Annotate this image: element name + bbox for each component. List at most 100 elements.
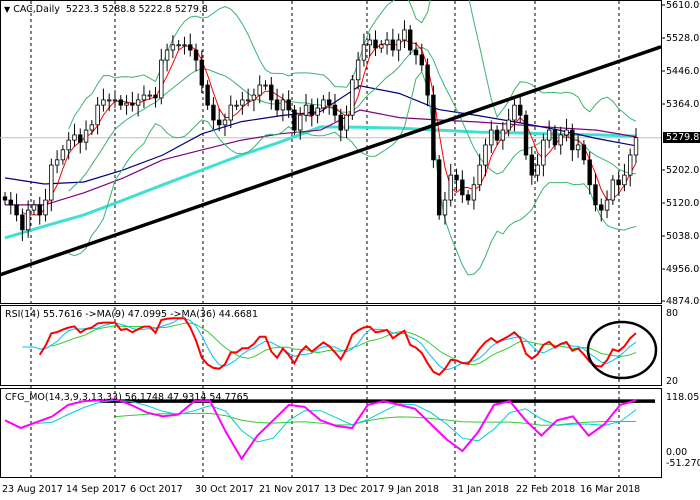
candle (303, 104, 309, 116)
rsi-tick: 20 (666, 376, 679, 387)
candle (153, 94, 158, 99)
candle (338, 114, 343, 131)
candle (431, 94, 436, 161)
date-tick: 23 Aug 2017 (2, 484, 63, 495)
candle (89, 124, 95, 131)
date-tick: 31 Jan 2018 (452, 484, 509, 495)
candle (141, 94, 147, 101)
candle (610, 179, 616, 201)
price-tick: 5202.0 (666, 165, 700, 176)
candle (477, 164, 482, 186)
price-tick: 5038.0 (666, 231, 700, 242)
candle (199, 59, 205, 86)
price-tick: 5528.0 (666, 33, 700, 44)
cfg-oscillator-line (4, 398, 637, 461)
candle (384, 39, 390, 46)
candle (286, 99, 291, 111)
candle (460, 179, 465, 196)
ma-navy-line (4, 85, 637, 185)
candle (211, 104, 216, 121)
candle (43, 199, 48, 216)
cfg-panel-frame (0, 388, 662, 478)
date-tick: 21 Nov 2017 (259, 484, 320, 495)
candle (518, 104, 523, 116)
current-price-label: 5279.8 (663, 132, 700, 143)
candle (471, 184, 477, 201)
candle (436, 159, 442, 216)
candle (257, 84, 262, 96)
price-tick: 5610.0 (666, 0, 700, 11)
date-tick: 22 Feb 2018 (516, 484, 576, 495)
candle (37, 204, 42, 216)
candle (494, 129, 500, 141)
date-tick: 16 Mar 2018 (580, 484, 641, 495)
candle (593, 184, 598, 206)
candle (193, 49, 199, 61)
candle (20, 214, 25, 231)
date-tick: 14 Sep 2017 (66, 484, 127, 495)
price-tick: 5446.0 (666, 66, 700, 77)
candle (326, 99, 332, 106)
symbol-title: CAC,Daily (13, 4, 60, 15)
candle (546, 129, 552, 141)
candle (101, 99, 106, 106)
candle (448, 174, 453, 201)
candle (367, 39, 372, 46)
candle (2, 196, 8, 201)
cfg-signal-line (36, 399, 637, 443)
ohlc-low: 5222.8 (138, 4, 172, 15)
candle (72, 134, 77, 141)
cfg-slow-line (115, 412, 636, 426)
price-tick: 5364.0 (666, 99, 700, 110)
candle (280, 99, 286, 111)
candle (292, 109, 297, 131)
candle (66, 139, 71, 151)
candle (188, 44, 193, 51)
candle (309, 104, 315, 116)
candle (164, 49, 170, 61)
candle (581, 144, 587, 161)
candle (83, 129, 89, 143)
price-tick: 5120.0 (666, 198, 700, 209)
ma-purple-line (5, 109, 637, 206)
candle (506, 119, 511, 131)
candle (535, 164, 540, 176)
candle (14, 204, 19, 216)
candle (25, 209, 31, 231)
dropdown-triangle-icon[interactable]: ▼ (4, 5, 11, 14)
candle (274, 99, 280, 111)
candle (604, 199, 610, 211)
candle (373, 39, 378, 49)
ohlc-open: 5223.3 (65, 4, 100, 15)
candle (332, 104, 338, 116)
cfg-tick: 0.00 (666, 447, 688, 458)
candle (234, 104, 239, 107)
candle (205, 84, 210, 106)
candle (558, 134, 563, 146)
candle (599, 204, 604, 211)
candle (587, 159, 592, 186)
ma-long-line (4, 125, 637, 240)
candle (31, 204, 37, 211)
candle (489, 129, 494, 146)
candle (575, 144, 581, 151)
candle (390, 39, 396, 51)
candle (269, 84, 274, 101)
candle (315, 107, 320, 116)
candle (570, 129, 575, 151)
candle (240, 99, 245, 106)
chart-header: ▼ CAC,Daily 5223.3 5288.8 5222.8 5279.8 (4, 4, 208, 15)
candle (419, 54, 425, 66)
candle (483, 144, 488, 166)
price-tick: 4956.0 (666, 264, 700, 275)
candle (425, 64, 430, 96)
candle (8, 199, 13, 206)
candle (159, 59, 164, 99)
price-tick: 4874.0 (666, 296, 700, 307)
candle (147, 94, 152, 97)
candle (529, 154, 534, 176)
rsi-tick: 80 (666, 308, 679, 319)
candle (95, 104, 100, 126)
